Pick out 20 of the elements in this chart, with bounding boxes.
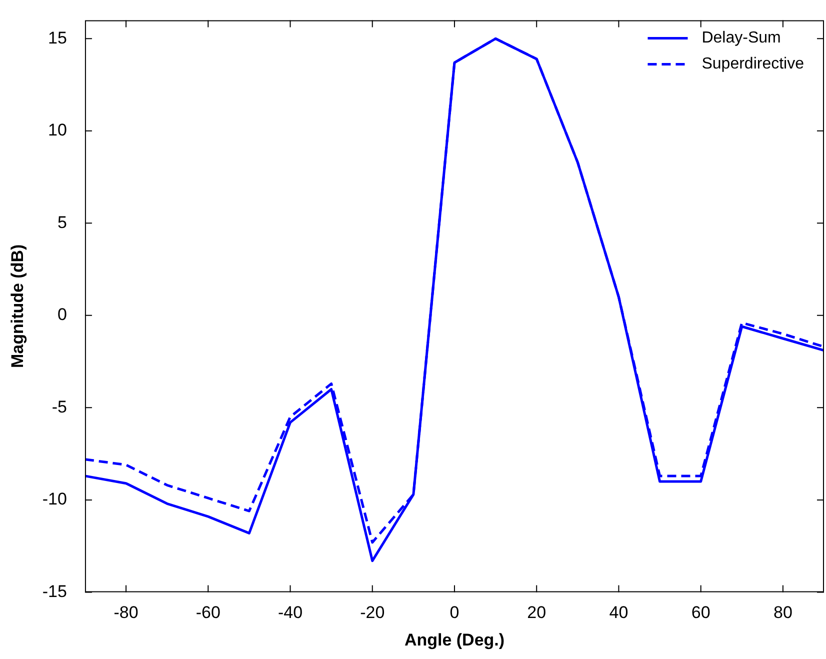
y-axis-title: Magnitude (dB) <box>8 244 27 368</box>
y-tick-label: 5 <box>58 212 67 232</box>
x-tick-label: 80 <box>773 603 792 622</box>
x-tick-label: 0 <box>450 603 460 622</box>
x-tick-label: 20 <box>527 603 546 622</box>
x-tick-label: -80 <box>114 603 138 622</box>
x-axis-title: Angle (Deg.) <box>404 630 505 650</box>
y-tick-label: 10 <box>48 120 67 140</box>
y-tick-label: -15 <box>42 582 67 601</box>
y-tick-label: -5 <box>52 397 67 416</box>
x-tick-label: -40 <box>278 603 303 622</box>
x-tick-label: 40 <box>609 603 628 622</box>
legend-label: Superdirective <box>702 56 804 73</box>
legend-label: Delay-Sum <box>702 30 781 47</box>
y-tick-label: -10 <box>42 490 67 509</box>
x-tick-label: -20 <box>360 603 385 622</box>
x-tick-label: 60 <box>691 603 710 622</box>
y-tick-label: 15 <box>48 28 67 48</box>
x-tick-label: -60 <box>196 603 220 622</box>
y-tick-label: 0 <box>58 305 67 324</box>
